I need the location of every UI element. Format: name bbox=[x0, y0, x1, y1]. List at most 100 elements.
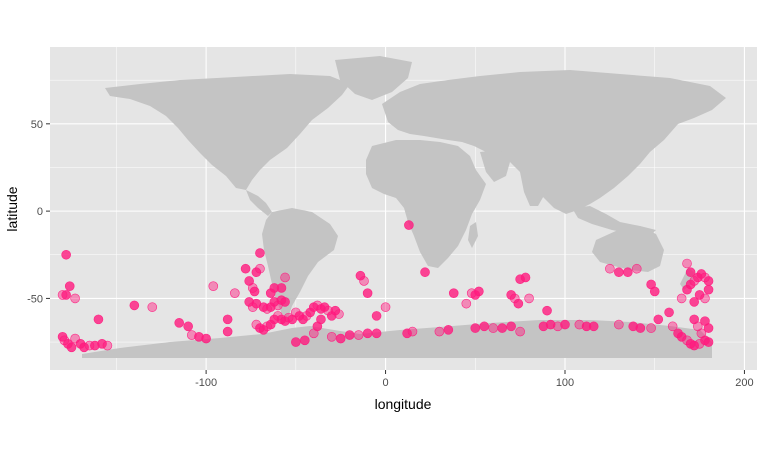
data-point bbox=[147, 302, 158, 312]
data-point bbox=[703, 276, 714, 286]
data-point bbox=[335, 333, 346, 344]
data-point bbox=[251, 267, 262, 278]
data-point bbox=[448, 288, 459, 298]
data-point bbox=[61, 290, 71, 300]
data-point bbox=[703, 323, 714, 333]
data-point bbox=[380, 302, 391, 312]
data-point bbox=[129, 300, 140, 311]
data-point bbox=[404, 220, 414, 230]
data-point bbox=[470, 323, 481, 333]
data-point bbox=[402, 328, 412, 339]
data-point bbox=[255, 248, 265, 258]
data-point bbox=[362, 288, 373, 298]
data-point bbox=[461, 298, 472, 309]
data-point bbox=[319, 302, 330, 312]
land-central-america bbox=[246, 190, 272, 216]
data-point bbox=[407, 326, 418, 337]
data-point bbox=[474, 286, 484, 297]
data-point bbox=[280, 272, 290, 283]
data-point bbox=[222, 326, 233, 337]
observation-points bbox=[57, 220, 714, 353]
data-point bbox=[240, 263, 251, 274]
data-point bbox=[255, 263, 265, 274]
land-australia bbox=[592, 226, 664, 272]
data-point bbox=[631, 263, 642, 274]
data-point bbox=[79, 342, 89, 353]
x-axis-ticks: -100 0 100 200 bbox=[195, 370, 754, 389]
data-point bbox=[251, 319, 262, 330]
data-point bbox=[353, 330, 364, 340]
data-point bbox=[308, 328, 319, 339]
data-point bbox=[64, 281, 75, 291]
y-tick-label: 0 bbox=[37, 206, 43, 218]
data-point bbox=[614, 319, 624, 330]
data-point bbox=[265, 288, 276, 298]
y-axis-title: latitude bbox=[4, 186, 20, 231]
data-point bbox=[649, 286, 660, 297]
land-arabia bbox=[480, 150, 510, 182]
x-tick-label: 200 bbox=[735, 377, 753, 389]
data-point bbox=[466, 288, 477, 298]
data-point bbox=[682, 258, 692, 269]
land-madagascar bbox=[468, 222, 478, 248]
data-point bbox=[174, 318, 184, 328]
land-europe-asia bbox=[382, 70, 726, 214]
data-point bbox=[685, 279, 696, 290]
y-tick-label: -50 bbox=[27, 293, 43, 305]
land-india bbox=[520, 170, 548, 206]
data-point bbox=[344, 330, 355, 340]
y-tick-label: 50 bbox=[31, 119, 43, 131]
data-point bbox=[280, 297, 290, 307]
data-point bbox=[623, 267, 633, 278]
data-point bbox=[560, 319, 570, 330]
data-point bbox=[291, 337, 301, 347]
data-point bbox=[255, 323, 265, 333]
data-point bbox=[542, 305, 552, 316]
data-point bbox=[506, 290, 516, 300]
data-point bbox=[664, 307, 674, 318]
data-point bbox=[694, 290, 705, 300]
data-point bbox=[488, 323, 499, 333]
data-point bbox=[300, 335, 310, 346]
data-point bbox=[326, 332, 337, 342]
data-point bbox=[703, 337, 714, 347]
data-point bbox=[689, 340, 699, 351]
data-point bbox=[249, 286, 260, 297]
data-point bbox=[605, 263, 615, 274]
data-point bbox=[497, 323, 507, 333]
x-axis-title: longitude bbox=[375, 396, 432, 412]
land-greenland bbox=[335, 56, 412, 100]
data-point bbox=[515, 326, 525, 337]
data-point bbox=[359, 276, 369, 286]
data-point bbox=[520, 272, 531, 283]
data-point bbox=[653, 314, 664, 325]
data-point bbox=[588, 321, 599, 332]
data-point bbox=[61, 249, 71, 260]
data-point bbox=[93, 314, 104, 325]
x-tick-label: 100 bbox=[556, 377, 574, 389]
land-north-america bbox=[105, 74, 350, 190]
data-point bbox=[685, 267, 696, 278]
data-point bbox=[208, 281, 219, 291]
data-point bbox=[506, 321, 516, 332]
data-point bbox=[614, 267, 624, 278]
data-point bbox=[298, 314, 308, 325]
data-point bbox=[635, 323, 646, 333]
data-point bbox=[513, 298, 524, 309]
data-point bbox=[371, 328, 382, 339]
data-point bbox=[696, 269, 707, 279]
data-point bbox=[183, 321, 193, 332]
data-point bbox=[102, 340, 113, 351]
data-point bbox=[696, 328, 707, 339]
data-point bbox=[330, 305, 341, 316]
y-axis-ticks: -50 0 50 bbox=[27, 119, 50, 305]
data-point bbox=[703, 284, 714, 295]
data-point bbox=[689, 297, 699, 307]
data-point bbox=[443, 325, 454, 335]
land-africa bbox=[366, 140, 486, 268]
data-point bbox=[676, 332, 687, 342]
data-point bbox=[355, 270, 366, 281]
data-point bbox=[201, 333, 211, 344]
data-point bbox=[479, 321, 490, 332]
